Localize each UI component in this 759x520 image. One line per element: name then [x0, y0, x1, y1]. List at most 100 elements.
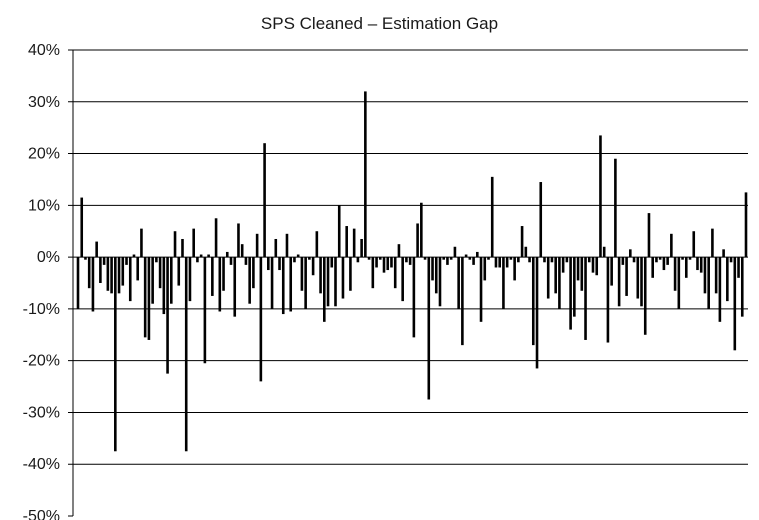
bar: [207, 254, 210, 258]
bar: [375, 257, 378, 268]
bar: [323, 257, 326, 322]
bar: [214, 218, 218, 258]
axes: [68, 50, 74, 517]
y-tick-label: 40%: [28, 42, 60, 59]
bar: [561, 257, 565, 273]
bar: [110, 257, 113, 294]
bar: [229, 257, 233, 265]
bar: [222, 257, 225, 291]
bar: [434, 257, 438, 294]
bar: [580, 257, 584, 291]
y-tick-label: -30%: [23, 404, 60, 421]
bar: [629, 249, 632, 258]
bar: [681, 257, 684, 260]
bar: [483, 257, 487, 281]
bar: [453, 246, 457, 258]
bar: [177, 257, 181, 286]
bar: [334, 257, 337, 307]
bar: [158, 257, 162, 289]
bar: [550, 257, 554, 263]
bar: [225, 251, 229, 258]
bar: [476, 251, 479, 258]
bar: [625, 257, 628, 296]
bar: [296, 254, 300, 258]
bar: [640, 257, 643, 307]
bar: [99, 257, 102, 283]
bar: [591, 257, 595, 273]
bar: [569, 257, 572, 330]
bar: [457, 257, 460, 309]
bar: [289, 257, 293, 312]
bar: [252, 257, 255, 289]
bar: [84, 257, 87, 260]
y-tick-label: 20%: [28, 146, 60, 163]
bar: [606, 257, 610, 343]
bar: [520, 226, 524, 258]
bar: [487, 257, 490, 260]
bar: [255, 233, 259, 258]
bar: [143, 257, 147, 338]
bar: [423, 257, 427, 260]
bar: [531, 257, 535, 346]
bar: [684, 257, 688, 278]
bar: [636, 257, 640, 299]
bar: [244, 257, 248, 265]
bar: [184, 257, 188, 452]
bar: [102, 257, 106, 265]
bar: [464, 254, 468, 258]
bar: [352, 228, 356, 258]
bar: [670, 233, 673, 258]
bar: [173, 231, 177, 258]
bar: [106, 257, 110, 291]
bar: [524, 246, 528, 258]
bar: [408, 257, 412, 265]
bar: [199, 254, 203, 258]
bar: [293, 257, 296, 263]
bar: [543, 257, 546, 263]
bar: [170, 257, 173, 304]
bar: [621, 257, 625, 265]
bar: [155, 257, 158, 263]
bar: [517, 257, 520, 263]
bar: [614, 158, 617, 258]
bar: [643, 257, 647, 335]
bar: [356, 257, 360, 263]
y-tick-label: -10%: [23, 301, 60, 318]
bar: [188, 257, 192, 302]
y-tick-label: -20%: [23, 353, 60, 370]
bar: [248, 257, 251, 304]
y-tick-label: 30%: [28, 94, 60, 111]
bar: [726, 257, 729, 302]
bar: [449, 257, 453, 260]
bar: [535, 257, 539, 369]
bar: [576, 257, 580, 281]
bar: [87, 257, 91, 289]
bar: [345, 226, 348, 258]
bar: [91, 257, 95, 312]
bar: [360, 238, 363, 258]
bar: [554, 257, 557, 294]
bar: [192, 228, 195, 258]
bar: [438, 257, 442, 307]
y-tick-label: 0%: [37, 249, 60, 266]
chart-title: SPS Cleaned – Estimation Gap: [260, 14, 499, 33]
bar: [117, 257, 121, 294]
bar: [300, 257, 304, 291]
bar: [378, 257, 382, 260]
bar: [599, 135, 602, 258]
bar: [311, 257, 315, 276]
bar: [468, 257, 472, 260]
bar: [151, 257, 154, 304]
bar: [539, 182, 543, 258]
bar: [203, 257, 207, 364]
bar: [632, 257, 636, 263]
bar: [386, 257, 390, 271]
bar: [136, 257, 140, 281]
bar: [740, 257, 744, 317]
bar: [584, 257, 587, 340]
bar: [233, 257, 237, 317]
bar: [617, 257, 621, 307]
bar: [128, 257, 132, 302]
bar: [699, 257, 703, 273]
